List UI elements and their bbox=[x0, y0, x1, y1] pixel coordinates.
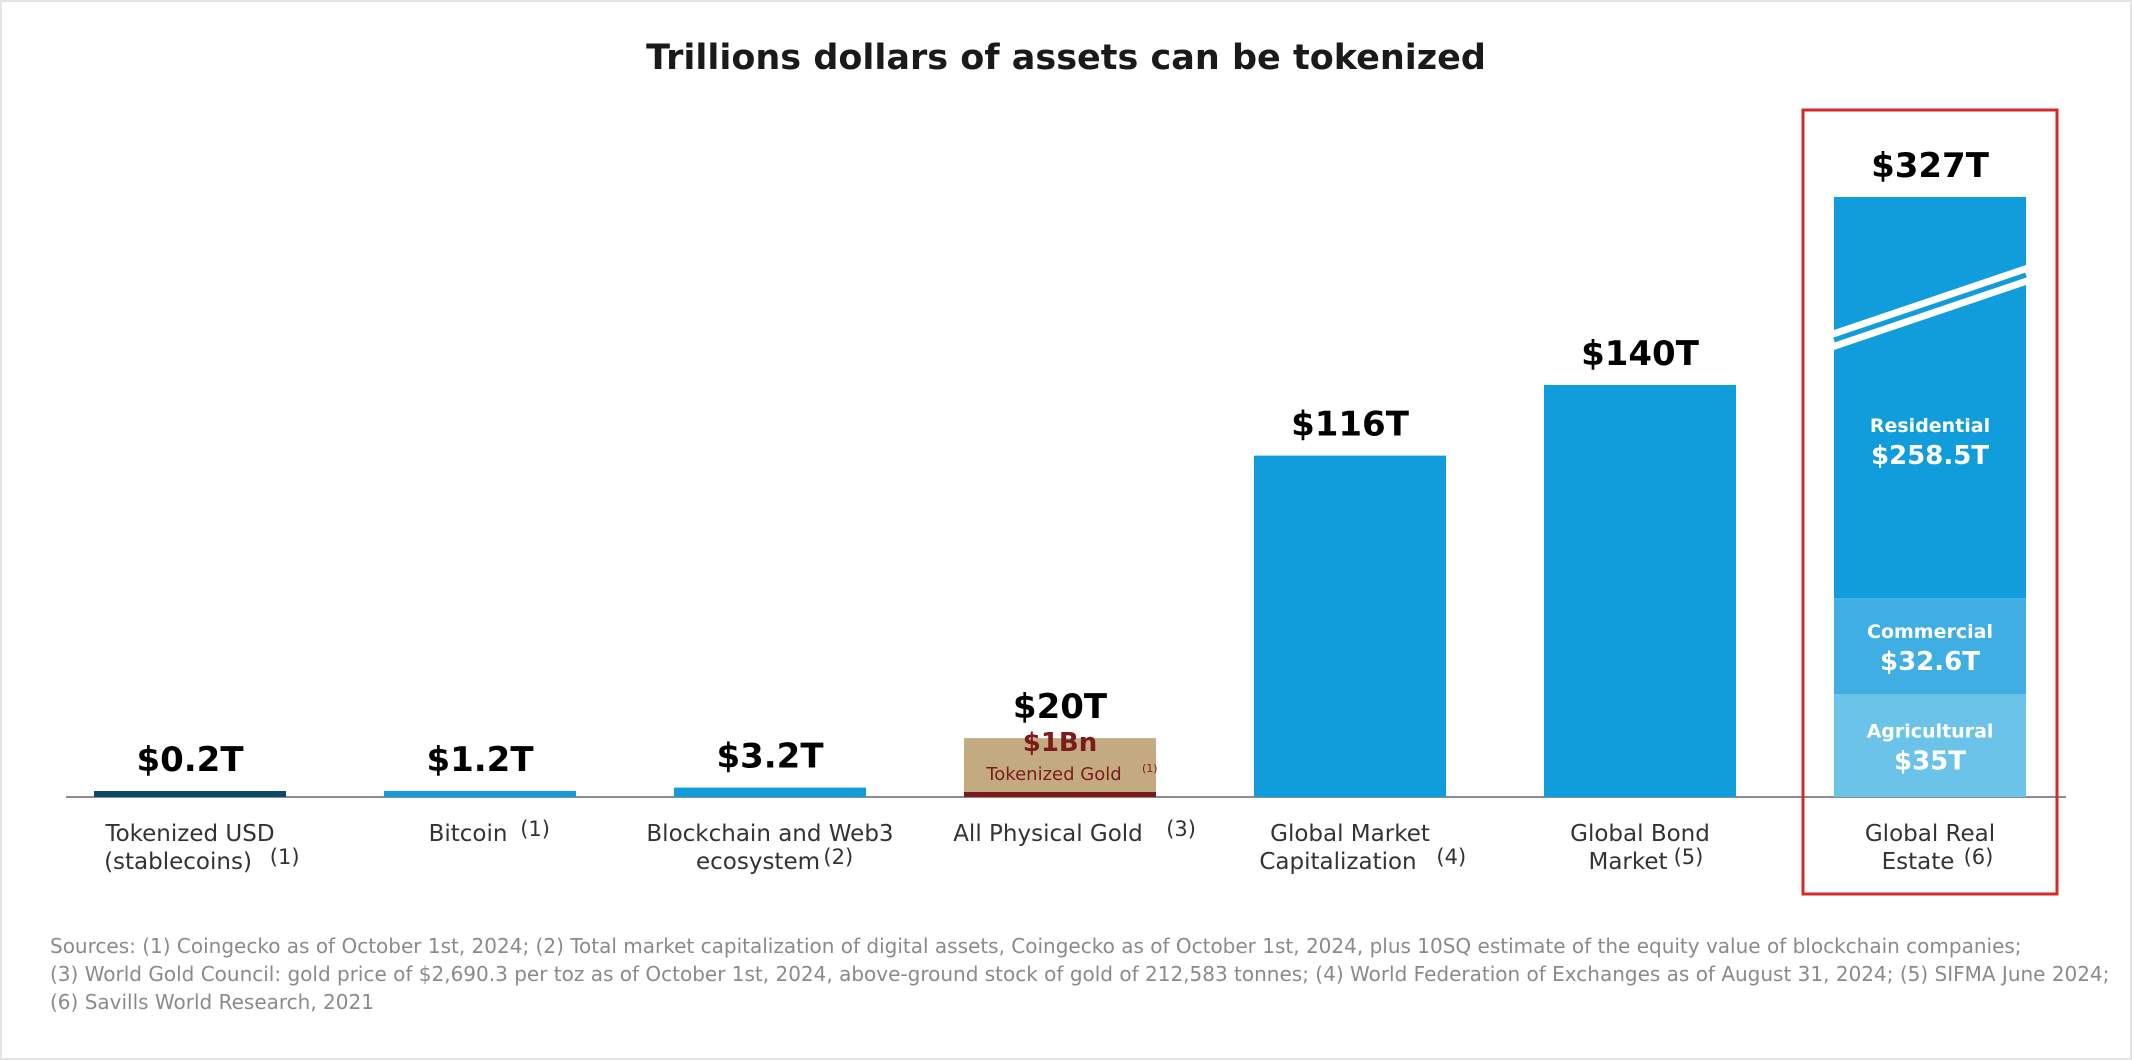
value-label: $140T bbox=[1581, 334, 1700, 374]
bar bbox=[674, 787, 866, 797]
value-label: $327T bbox=[1871, 146, 1990, 186]
bar-chart: $0.2T Tokenized USD(stablecoins) (1) $1.2T B… bbox=[66, 108, 2066, 896]
sources-line: (6) Savills World Research, 2021 bbox=[50, 990, 374, 1014]
category-ref: (1) bbox=[270, 845, 300, 869]
gold-inset-ref: (1) bbox=[1142, 762, 1158, 775]
category-label: Bitcoin bbox=[429, 821, 508, 847]
category-label: Capitalization bbox=[1259, 849, 1416, 875]
category-label: All Physical Gold bbox=[953, 821, 1143, 847]
value-label: $3.2T bbox=[716, 737, 824, 777]
category-ref: (1) bbox=[520, 817, 550, 841]
bar-segment-residential bbox=[1834, 197, 2026, 599]
category-ref: (6) bbox=[1964, 845, 1994, 869]
bar bbox=[964, 738, 1156, 797]
bar-segment-commercial bbox=[1834, 598, 2026, 694]
sources-footnote: Sources: (1) Coingecko as of October 1st… bbox=[50, 932, 2110, 1016]
bar bbox=[94, 791, 286, 797]
category-label: Global Market bbox=[1270, 821, 1430, 847]
sources-line: (3) World Gold Council: gold price of $2… bbox=[50, 962, 2110, 986]
segment-value: $258.5T bbox=[1871, 441, 1989, 471]
category-label: ecosystem bbox=[696, 849, 820, 875]
axis-break-line bbox=[1833, 272, 2027, 343]
value-label: $1.2T bbox=[426, 740, 534, 780]
category-label: Tokenized USD bbox=[104, 821, 274, 847]
segment-name: Residential bbox=[1870, 415, 1990, 437]
category-label: Global Bond bbox=[1570, 821, 1710, 847]
value-label: $116T bbox=[1291, 405, 1410, 445]
gold-inset-value: $1Bn bbox=[1023, 728, 1098, 758]
bar-segment-agricultural bbox=[1834, 694, 2026, 797]
category-label: Market bbox=[1588, 849, 1667, 875]
bar bbox=[384, 791, 576, 797]
segment-value: $32.6T bbox=[1880, 647, 1980, 677]
chart-title: Trillions dollars of assets can be token… bbox=[646, 38, 1486, 78]
highlight-box bbox=[1801, 108, 2059, 896]
segment-value: $35T bbox=[1894, 747, 1966, 777]
segment-name: Commercial bbox=[1867, 621, 1993, 643]
sources-line: Sources: (1) Coingecko as of October 1st… bbox=[50, 934, 2022, 958]
category-label: Estate bbox=[1882, 849, 1955, 875]
category-ref: (2) bbox=[823, 845, 853, 869]
bar bbox=[1544, 385, 1736, 797]
gold-inset-label: Tokenized Gold bbox=[985, 764, 1121, 785]
value-label: $0.2T bbox=[136, 740, 244, 780]
category-label: Blockchain and Web3 bbox=[646, 821, 893, 847]
value-label: $20T bbox=[1013, 687, 1108, 727]
category-ref: (5) bbox=[1674, 845, 1704, 869]
bar-tokenized-gold bbox=[964, 792, 1156, 797]
category-label: (stablecoins) bbox=[104, 849, 252, 875]
segment-name: Agricultural bbox=[1867, 721, 1994, 743]
category-label: Global Real bbox=[1865, 821, 1995, 847]
bar bbox=[1254, 455, 1446, 797]
category-ref: (3) bbox=[1166, 817, 1196, 841]
category-ref: (4) bbox=[1436, 845, 1466, 869]
